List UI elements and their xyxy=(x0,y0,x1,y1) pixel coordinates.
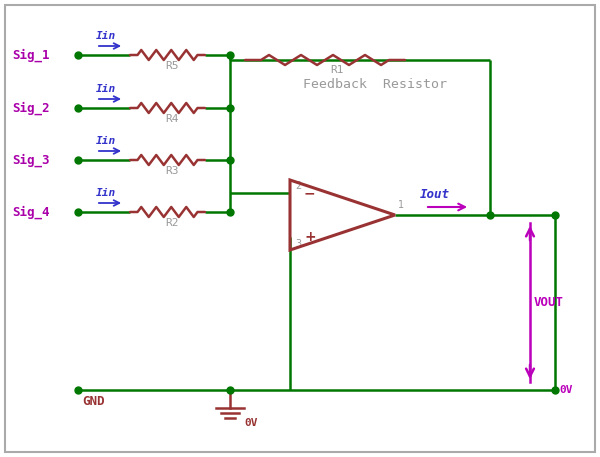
Text: 3: 3 xyxy=(295,239,301,249)
Text: 0V: 0V xyxy=(244,418,257,428)
Text: 1: 1 xyxy=(398,200,404,210)
Text: Sig_3: Sig_3 xyxy=(12,153,49,167)
Text: Sig_4: Sig_4 xyxy=(12,205,49,219)
Text: +: + xyxy=(304,230,316,244)
Text: GND: GND xyxy=(82,395,104,408)
Text: Iin: Iin xyxy=(96,31,116,41)
Text: Sig_2: Sig_2 xyxy=(12,101,49,115)
Text: R3: R3 xyxy=(166,166,179,176)
Text: Sig_1: Sig_1 xyxy=(12,48,49,62)
Text: 2: 2 xyxy=(295,181,301,191)
Text: Iin: Iin xyxy=(96,188,116,198)
Text: Iin: Iin xyxy=(96,84,116,94)
Text: −: − xyxy=(304,186,316,200)
Text: Iout: Iout xyxy=(420,188,450,201)
Text: R2: R2 xyxy=(166,218,179,228)
Text: R1: R1 xyxy=(330,65,343,75)
Text: Feedback  Resistor: Feedback Resistor xyxy=(303,78,447,91)
Text: Iin: Iin xyxy=(96,136,116,146)
Text: R4: R4 xyxy=(166,114,179,124)
Text: R5: R5 xyxy=(166,61,179,71)
Text: 0V: 0V xyxy=(559,385,572,395)
Text: VOUT: VOUT xyxy=(534,296,564,309)
